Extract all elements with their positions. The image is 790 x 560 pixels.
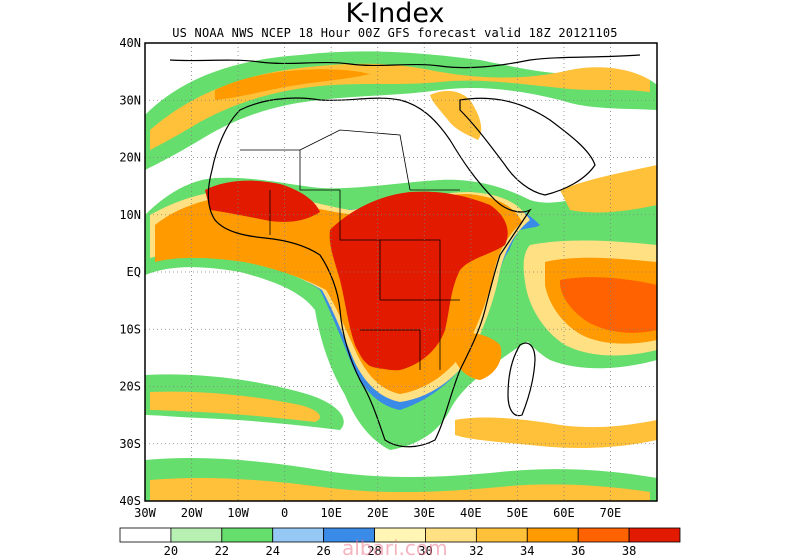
colorbar-label: 26 xyxy=(316,544,330,558)
lon-tick-label: 10E xyxy=(320,506,342,520)
map-frame xyxy=(144,42,658,502)
africa-coastline xyxy=(207,97,532,448)
madagascar xyxy=(507,342,536,417)
lat-tick-label: 40S xyxy=(119,494,141,508)
lon-tick-label: 50E xyxy=(507,506,529,520)
lat-tick-label: 40N xyxy=(119,36,141,50)
lat-tick-label: 10N xyxy=(119,208,141,222)
red-sea-band xyxy=(430,90,482,140)
europe-coast xyxy=(169,54,641,69)
core-red-west xyxy=(205,180,320,222)
lon-tick-label: 60E xyxy=(553,506,575,520)
colorbar-swatch xyxy=(170,527,223,543)
lon-tick-label: 30W xyxy=(134,506,156,520)
colorbar-label: 32 xyxy=(469,544,483,558)
colorbar: 20 22 24 26 28 30 32 34 36 38 xyxy=(119,527,681,558)
core-red-south xyxy=(354,315,422,369)
south-band-orange xyxy=(150,391,320,422)
indian-ocean-red xyxy=(560,277,657,333)
lon-tick-label: 70E xyxy=(600,506,622,520)
colorbar-label: 38 xyxy=(622,544,636,558)
lon-ticks: 30W 20W 10W 0 10E 20E 30E 40E 50E 60E 70E xyxy=(134,506,621,520)
colorbar-swatch xyxy=(221,527,274,543)
colorbar-swatch xyxy=(526,527,579,543)
colorbar-swatch xyxy=(272,527,325,543)
colorbar-label: 28 xyxy=(367,544,381,558)
colorbar-swatch xyxy=(577,527,630,543)
colorbar-swatch xyxy=(475,527,528,543)
mozambique-band xyxy=(452,333,502,380)
lat-tick-label: 30S xyxy=(119,437,141,451)
colorbar-label: 34 xyxy=(520,544,534,558)
colorbar-label: 22 xyxy=(215,544,229,558)
north-band-dark xyxy=(215,69,370,100)
colorbar-swatch xyxy=(119,527,172,543)
chart-subtitle: US NOAA NWS NCEP 18 Hour 00Z GFS forecas… xyxy=(172,26,618,40)
chart-title: K-Index xyxy=(345,0,445,29)
lon-tick-label: 20E xyxy=(367,506,389,520)
watermark: albari.com xyxy=(342,536,448,560)
lon-tick-label: 20W xyxy=(181,506,203,520)
south-east-band xyxy=(455,417,657,448)
lon-tick-label: 30E xyxy=(413,506,435,520)
lon-tick-label: 40E xyxy=(460,506,482,520)
lat-tick-label: 10S xyxy=(119,322,141,336)
colorbar-label: 24 xyxy=(266,544,280,558)
lon-tick-label: 10W xyxy=(227,506,249,520)
country-borders xyxy=(240,129,460,370)
lat-tick-label: EQ xyxy=(127,265,141,279)
grid-lines xyxy=(145,43,657,501)
colorbar-label: 30 xyxy=(418,544,432,558)
south-far-orange xyxy=(150,477,650,501)
arabia-coastline xyxy=(459,97,596,196)
colorbar-label: 20 xyxy=(164,544,178,558)
lat-ticks: 40N 30N 20N 10N EQ 10S 20S 30S 40S xyxy=(119,36,141,508)
lat-tick-label: 20S xyxy=(119,380,141,394)
lon-tick-label: 0 xyxy=(281,506,288,520)
colorbar-label: 36 xyxy=(571,544,585,558)
lat-tick-label: 20N xyxy=(119,151,141,165)
colorbar-swatch xyxy=(628,527,681,543)
lat-tick-label: 30N xyxy=(119,93,141,107)
k-index-field xyxy=(145,51,657,501)
coastlines xyxy=(169,54,641,448)
arabian-sea-band xyxy=(560,165,657,213)
